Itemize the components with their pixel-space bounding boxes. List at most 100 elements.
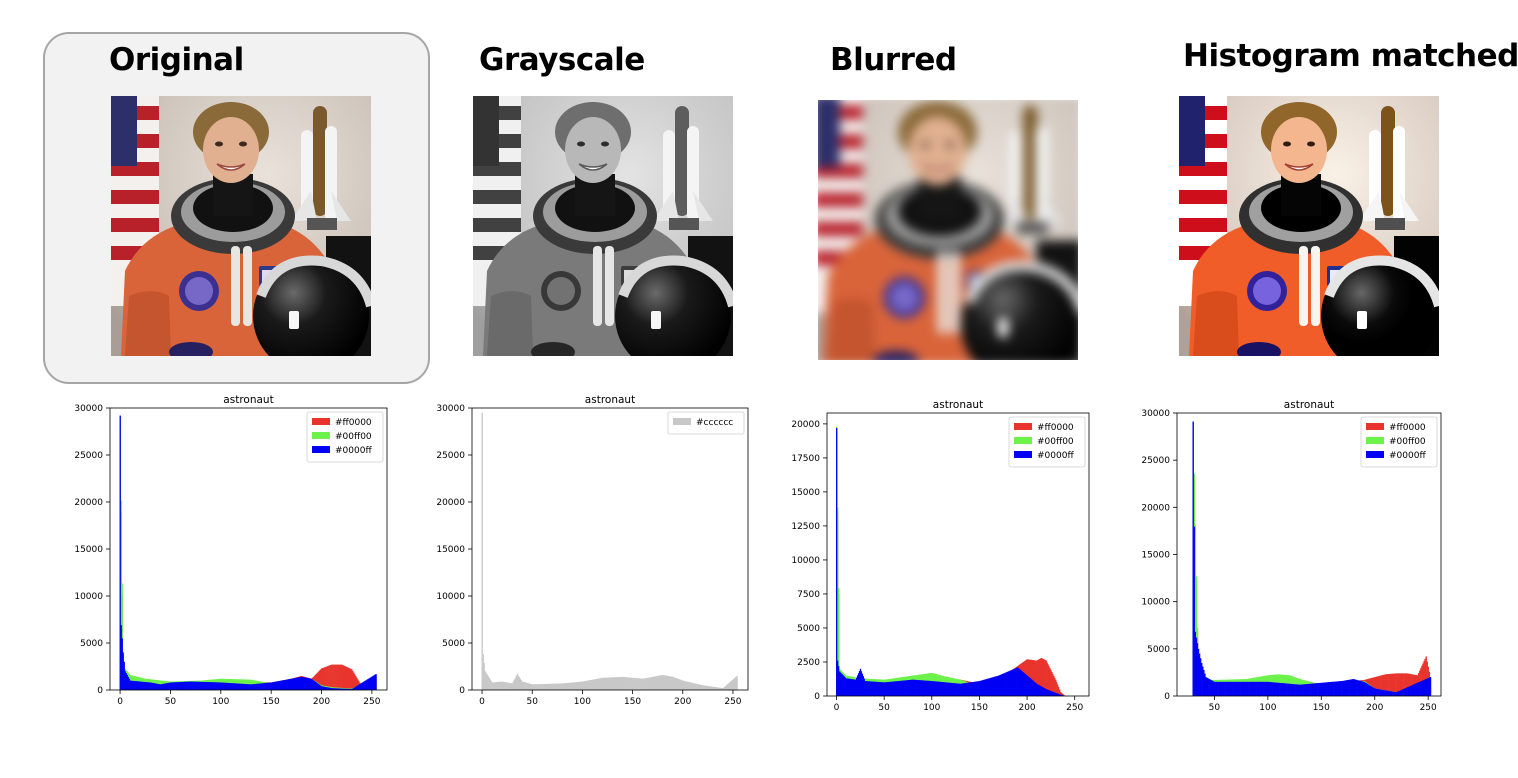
histogram-bar	[348, 667, 350, 690]
histogram-bar	[325, 666, 327, 690]
histogram-bar	[612, 677, 614, 690]
histogram-bar	[837, 588, 840, 696]
histogram-bar	[1245, 681, 1248, 696]
histogram-bar	[1251, 681, 1253, 696]
histogram-bar	[345, 666, 347, 690]
histogram-bar	[687, 681, 689, 690]
histogram-bar	[1196, 643, 1199, 696]
histogram-bar	[516, 674, 518, 690]
histogram-bar	[491, 682, 493, 690]
histogram-bar	[1394, 692, 1396, 696]
astronaut-image-grayscale[interactable]	[473, 96, 733, 356]
histogram-bar	[591, 679, 594, 690]
x-tick-label: 200	[313, 697, 330, 707]
histogram-bar	[541, 684, 544, 690]
histogram-bar	[1038, 685, 1041, 696]
histogram-bar	[1258, 681, 1261, 696]
histogram-bar	[705, 685, 707, 690]
histogram-bar	[641, 678, 643, 690]
histogram-bar	[1404, 688, 1406, 696]
histogram-bar	[639, 678, 641, 690]
histogram-bar	[497, 681, 499, 690]
histogram-bar	[1390, 691, 1392, 696]
y-tick-label: 0	[97, 686, 103, 696]
histogram-bar	[880, 682, 883, 696]
histogram-bar	[1221, 681, 1223, 696]
histogram-bar	[868, 681, 870, 696]
legend-swatch	[1366, 437, 1384, 444]
histogram-bar	[918, 680, 921, 696]
histogram-bar	[1353, 679, 1356, 696]
histogram-bar	[642, 678, 644, 690]
y-tick-label: 5000	[80, 639, 103, 649]
histogram-bar	[1367, 684, 1370, 696]
histogram-bar	[1313, 683, 1315, 696]
histogram-bar	[967, 682, 969, 696]
histogram-bar	[375, 674, 377, 690]
histogram-bar	[219, 682, 221, 690]
histogram-bar	[1197, 648, 1200, 696]
histogram-bar	[588, 680, 591, 690]
histogram-bar	[550, 683, 553, 690]
histogram-bar	[937, 681, 940, 696]
histogram-bar	[190, 681, 192, 690]
series-0000ff	[836, 427, 1066, 696]
x-tick-label: 200	[1018, 703, 1035, 713]
histogram-bar	[1047, 664, 1049, 696]
histogram-bar	[149, 682, 152, 690]
histogram-bar	[1409, 686, 1411, 696]
histogram-bar	[669, 676, 671, 690]
histogram-bar	[955, 683, 957, 696]
histogram-bar	[558, 683, 561, 690]
histogram-bar	[305, 677, 308, 690]
histogram-bar	[501, 681, 503, 690]
histogram-bar	[246, 684, 248, 690]
histogram-bar	[566, 682, 569, 690]
histogram-bar	[303, 677, 306, 690]
histogram-bar	[845, 678, 847, 696]
histogram-bar	[899, 680, 902, 696]
astronaut-image-blurred[interactable]	[818, 100, 1078, 360]
x-tick-label: 0	[834, 703, 840, 713]
histogram-bar	[310, 678, 313, 690]
histogram-bar	[1060, 692, 1063, 696]
histogram-bar	[1236, 681, 1238, 696]
x-tick-label: 250	[363, 697, 380, 707]
histogram-bar	[281, 680, 284, 690]
histogram-bar	[342, 688, 344, 690]
histogram-bar	[192, 681, 194, 690]
histogram-bar	[350, 668, 352, 690]
histogram-bar	[1045, 660, 1047, 696]
legend-swatch	[312, 432, 330, 439]
astronaut-image-original[interactable]	[111, 96, 371, 356]
histogram-bar	[665, 675, 667, 690]
histogram-bar	[711, 686, 713, 690]
histogram-bar	[352, 688, 354, 690]
histogram-bar	[236, 683, 238, 690]
histogram-bar	[1055, 679, 1057, 696]
histogram-bar	[651, 677, 653, 690]
astronaut-image-histogram-matched[interactable]	[1179, 96, 1439, 356]
y-tick-label: 15000	[791, 488, 820, 498]
histogram-bar	[1035, 682, 1037, 696]
histogram-bar	[252, 684, 254, 690]
histogram-bar	[581, 681, 584, 690]
histogram-bar	[159, 684, 162, 690]
histogram-bar	[657, 675, 659, 690]
histogram-bar	[923, 680, 925, 696]
histogram-bar	[1059, 694, 1062, 696]
histogram-bar	[1401, 673, 1404, 696]
histogram-bar	[180, 682, 182, 690]
histogram-bar	[1380, 689, 1382, 696]
histogram-bar	[1359, 680, 1361, 696]
histogram-bar	[230, 683, 232, 690]
histogram-bar	[1305, 684, 1308, 696]
histogram-bar	[196, 681, 198, 690]
histogram-bar	[489, 679, 491, 690]
panel-title-grayscale: Grayscale	[479, 42, 645, 78]
histogram-bar	[511, 683, 513, 690]
histogram-bar	[644, 678, 646, 690]
histogram-bar	[637, 678, 639, 690]
histogram-bar	[316, 683, 319, 690]
histogram-bar	[278, 680, 281, 690]
